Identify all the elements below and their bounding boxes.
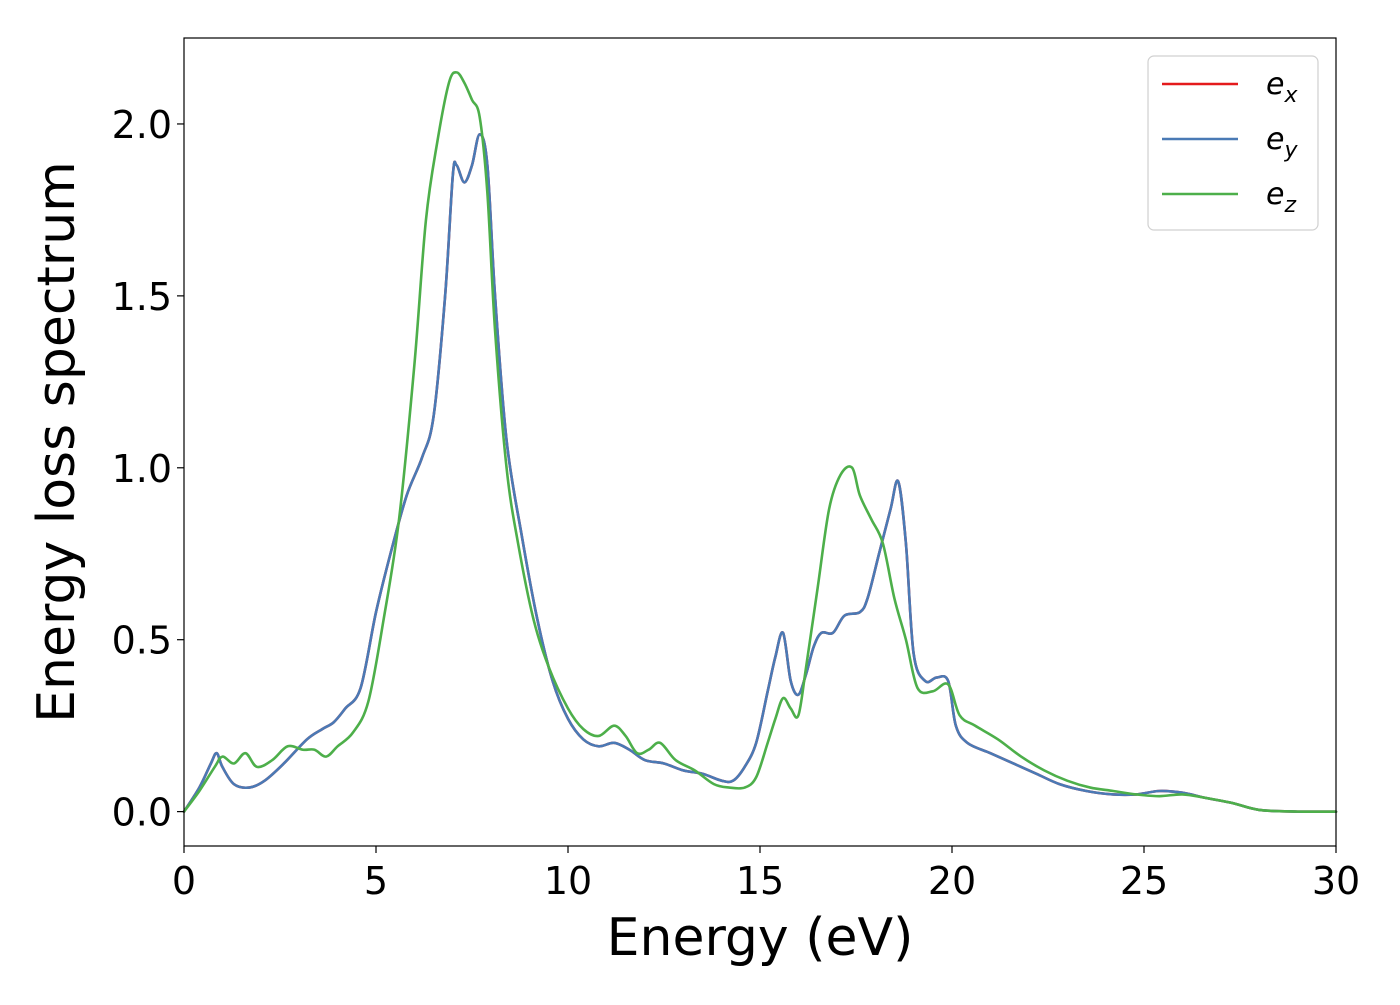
x-axis-title: Energy (eV) [607, 908, 914, 968]
legend-items: ex ey ez [1162, 67, 1298, 218]
y-tick-label: 1.0 [112, 447, 172, 491]
legend: ex ey ez [1147, 55, 1319, 231]
x-tick-label: 30 [1312, 859, 1360, 903]
x-axis-ticks: 0 5 10 15 20 25 30 [172, 846, 1360, 903]
y-tick-label: 2.0 [112, 103, 172, 147]
y-tick-label: 0.0 [112, 791, 172, 835]
y-tick-label: 1.5 [112, 275, 172, 319]
x-tick-label: 10 [544, 859, 592, 903]
x-tick-label: 15 [736, 859, 784, 903]
legend-label-e-z: ez [1266, 177, 1296, 218]
series-layer [182, 71, 1338, 814]
x-tick-label: 20 [928, 859, 976, 903]
x-tick-label: 0 [172, 859, 196, 903]
series-line-e-z [182, 71, 1338, 814]
x-tick-label: 25 [1120, 859, 1168, 903]
x-tick-label: 5 [364, 859, 388, 903]
plot-background [184, 38, 1336, 846]
legend-label-e-x: ex [1266, 67, 1298, 108]
y-axis-ticks: 0.0 0.5 1.0 1.5 2.0 [112, 103, 184, 835]
y-tick-label: 0.5 [112, 619, 172, 663]
y-axis-title: Energy loss spectrum [27, 161, 87, 723]
legend-label-e-y: ey [1266, 122, 1298, 163]
legend-frame [1147, 55, 1319, 231]
